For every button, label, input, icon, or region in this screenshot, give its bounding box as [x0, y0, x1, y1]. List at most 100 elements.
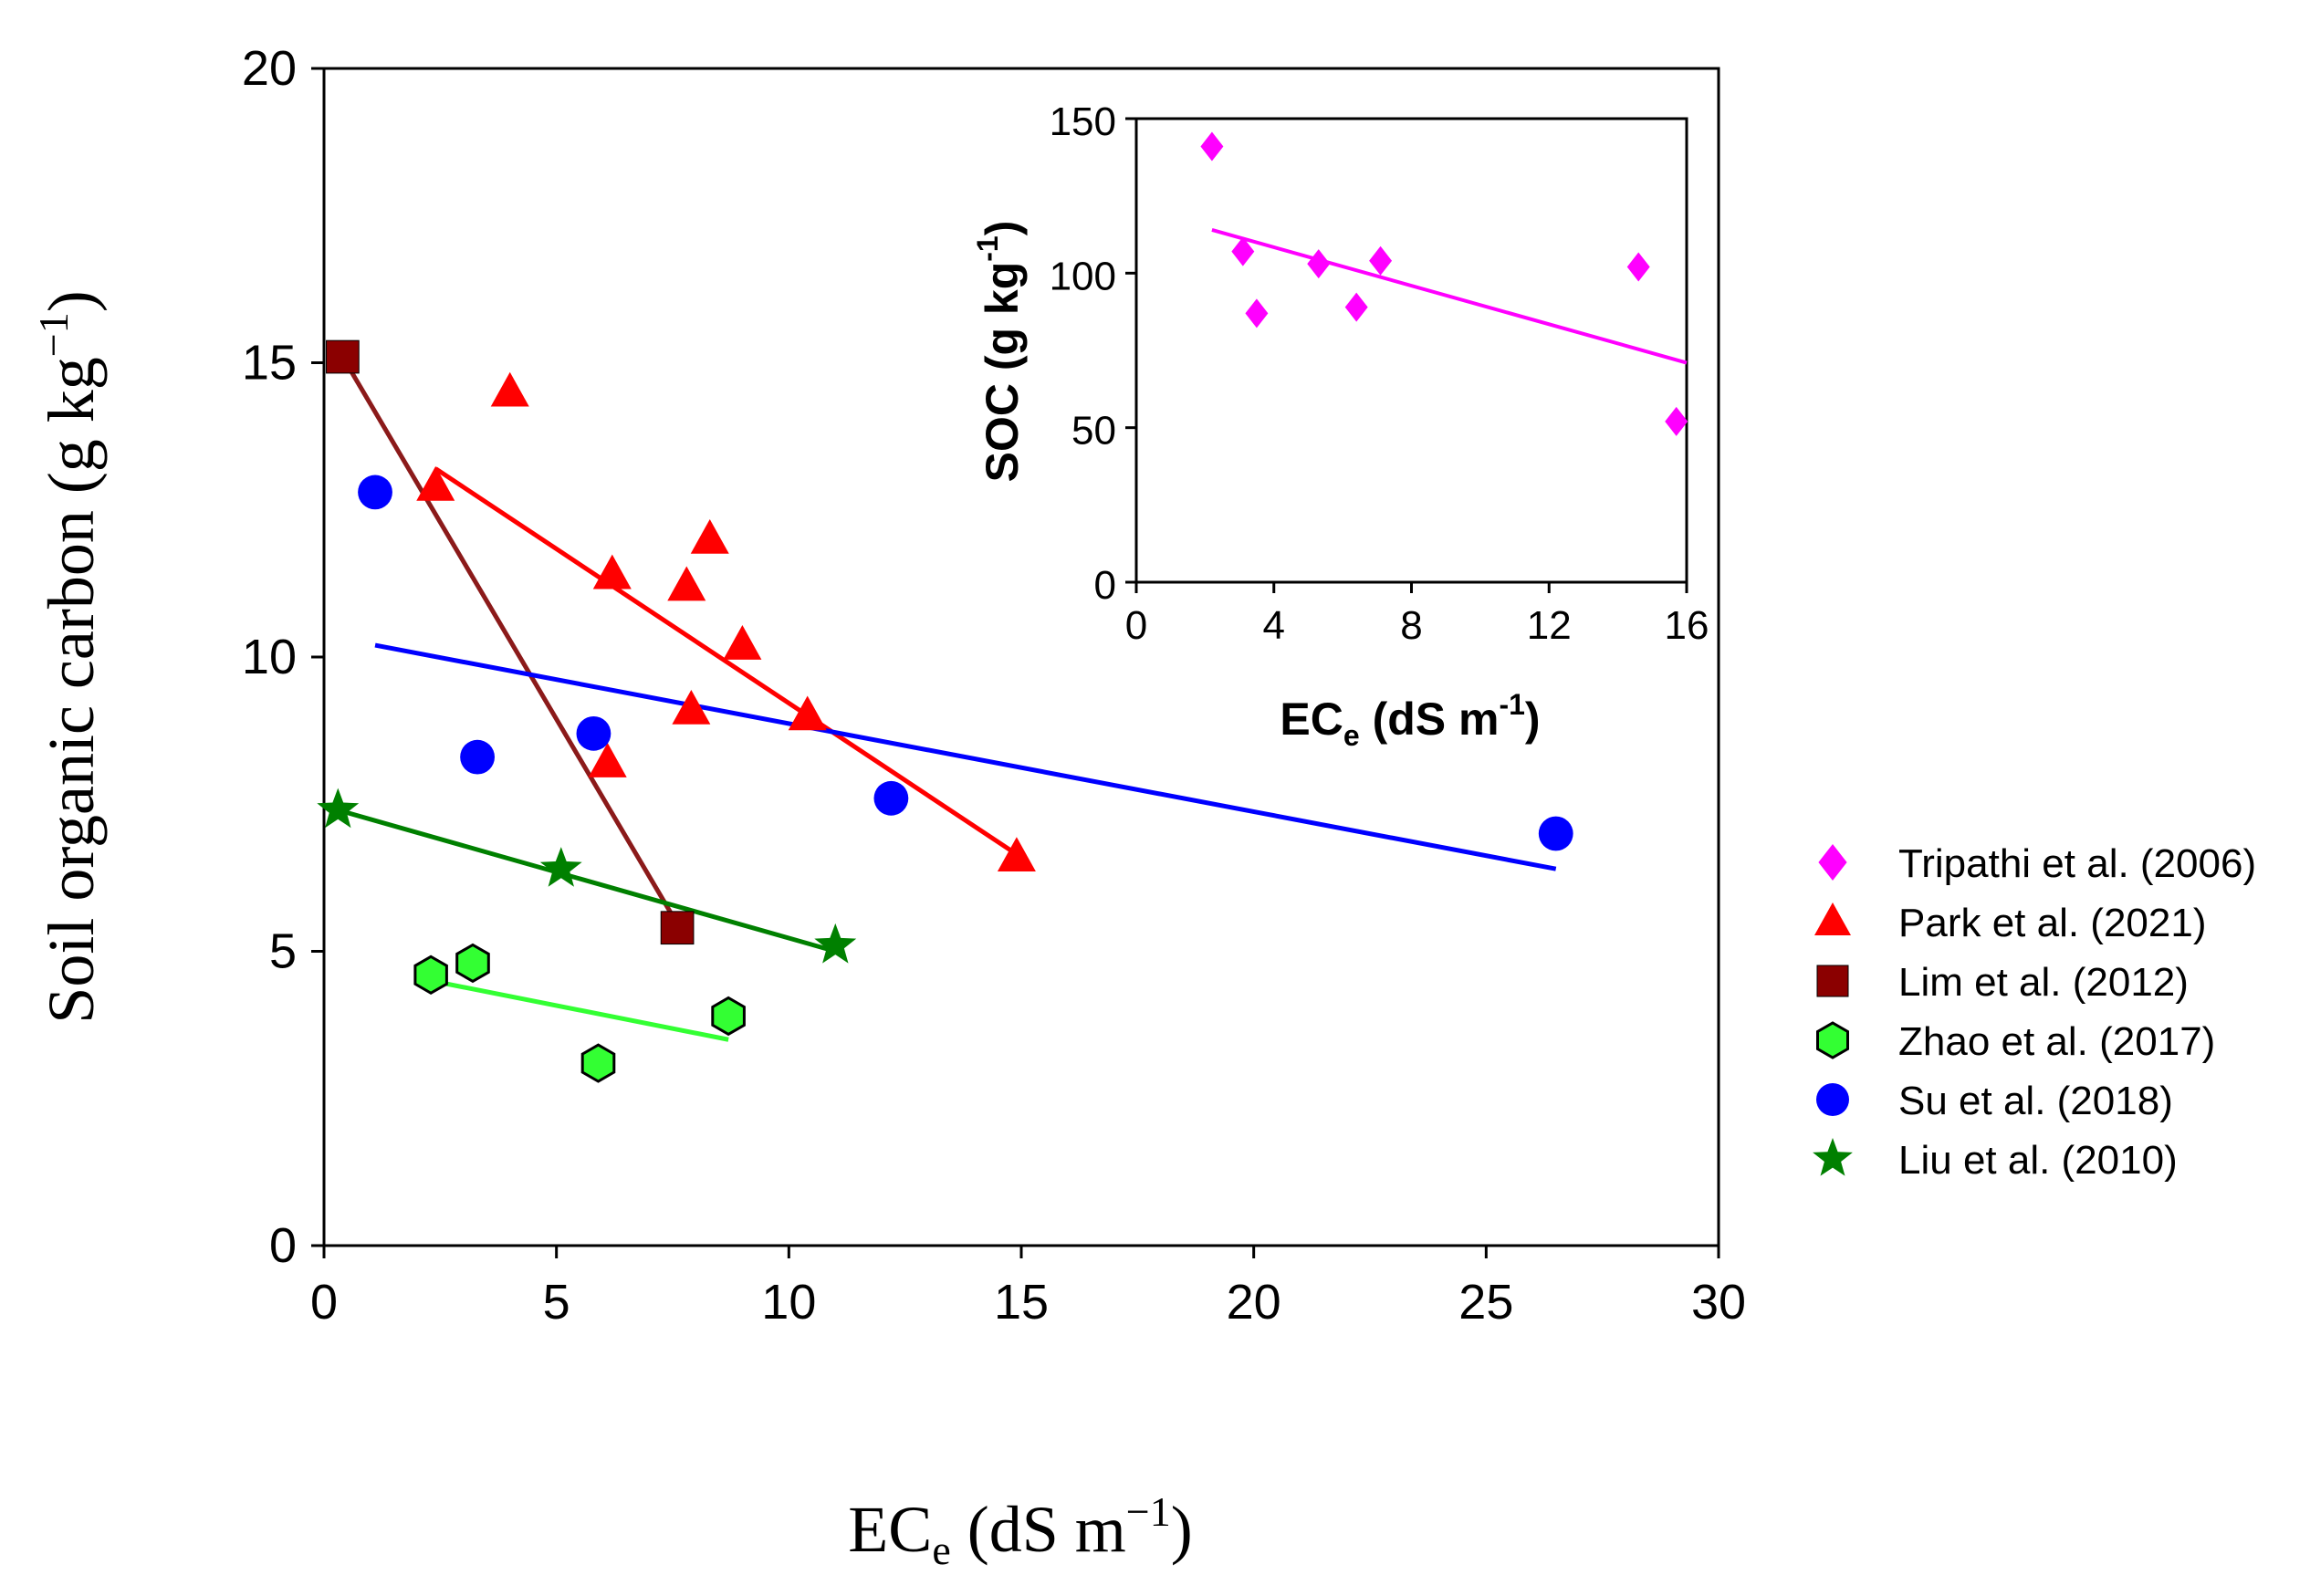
inset-x-axis-label: ECe (dS m-1) — [1280, 688, 1540, 752]
main-x-tick-label: 5 — [543, 1275, 570, 1330]
main-point-zhao — [413, 954, 448, 996]
inset-x-axis-label-sup: -1 — [1499, 688, 1524, 721]
inset-x-tick-label: 0 — [1125, 603, 1147, 648]
main-point-lim — [326, 339, 360, 374]
inset-plot-frame — [1134, 117, 1688, 584]
inset-y-axis-label-end: ) — [977, 221, 1028, 236]
legend-item-liu: Liu et al. (2010) — [1813, 1138, 2178, 1183]
legend-marker-tripathi — [1818, 844, 1847, 881]
main-point-liu — [317, 788, 360, 829]
inset-y-tick-label: 100 — [1050, 254, 1116, 298]
inset-y-axis-label-sup: -1 — [971, 235, 1004, 261]
inset-x-tick-label: 8 — [1400, 603, 1422, 648]
inset-point-tripathi — [1307, 249, 1331, 279]
main-x-axis-label-sub: e — [932, 1527, 950, 1573]
inset-point-tripathi — [1344, 292, 1368, 322]
legend-label-zhao: Zhao et al. (2017) — [1898, 1019, 2215, 1064]
main-y-tick-label: 5 — [269, 924, 297, 979]
main-point-park — [667, 566, 706, 601]
legend-label-su: Su et al. (2018) — [1898, 1079, 2173, 1123]
inset-x-tick-label: 16 — [1665, 603, 1709, 648]
main-point-park — [672, 690, 711, 725]
main-point-zhao — [580, 1043, 616, 1083]
main-y-tick-label: 15 — [242, 336, 297, 391]
legend-item-tripathi: Tripathi et al. (2006) — [1818, 841, 2256, 886]
main-point-lim — [660, 911, 695, 945]
legend-label-park: Park et al. (2021) — [1898, 901, 2207, 945]
main-point-su — [576, 715, 611, 751]
main-point-park — [588, 743, 627, 777]
main-point-su — [460, 739, 495, 775]
legend-label-tripathi: Tripathi et al. (2006) — [1898, 841, 2256, 886]
main-axis-ticks: 0 5 10 15 20 25 30 0 5 10 15 20 — [242, 41, 1746, 1330]
inset-y-tick-label: 50 — [1071, 409, 1116, 454]
legend-label-lim: Lim et al. (2012) — [1898, 960, 2189, 1005]
inset-point-tripathi — [1665, 406, 1688, 436]
main-y-tick-label: 20 — [242, 41, 297, 96]
main-point-liu — [539, 847, 582, 887]
inset-point-tripathi — [1200, 131, 1224, 162]
inset-x-tick-label: 4 — [1263, 603, 1285, 648]
main-x-axis-label-main: EC — [848, 1493, 932, 1566]
legend-item-lim: Lim et al. (2012) — [1816, 960, 2189, 1005]
inset-point-tripathi — [1231, 236, 1255, 266]
main-y-tick-label: 0 — [269, 1218, 297, 1273]
main-plot-frame — [322, 67, 1720, 1247]
inset-point-tripathi — [1245, 298, 1269, 329]
inset-x-axis-label-sub: e — [1343, 719, 1360, 752]
main-point-park — [490, 371, 529, 407]
inset-x-axis-label-tail: (dS m — [1360, 694, 1500, 745]
inset-fit-lines — [1211, 227, 1688, 365]
main-point-park — [416, 465, 455, 501]
legend-label-liu: Liu et al. (2010) — [1898, 1138, 2178, 1183]
main-point-park — [788, 695, 827, 731]
main-x-tick-label: 0 — [310, 1275, 338, 1330]
inset-y-tick-label: 0 — [1094, 563, 1116, 608]
legend-item-su: Su et al. (2018) — [1816, 1079, 2173, 1123]
main-fit-line-liu — [337, 808, 836, 954]
main-x-tick-label: 25 — [1458, 1275, 1513, 1330]
inset-y-axis-label-main: SOC (g kg — [977, 262, 1028, 483]
main-y-axis-label-main: Soil organic carbon (g kg — [35, 357, 108, 1024]
main-y-axis-label-end: ) — [35, 290, 108, 312]
main-x-tick-label: 30 — [1691, 1275, 1746, 1330]
main-point-liu — [814, 923, 857, 964]
main-x-tick-label: 10 — [761, 1275, 816, 1330]
inset-x-axis-label-end: ) — [1525, 694, 1541, 745]
main-x-axis-label-end: ) — [1171, 1493, 1193, 1566]
inset-y-tick-label: 150 — [1050, 99, 1116, 144]
inset-axis-ticks: 0 4 8 12 16 0 50 100 150 — [1050, 99, 1709, 648]
legend-marker-zhao — [1816, 1021, 1849, 1059]
main-point-su — [873, 780, 909, 816]
legend-marker-liu — [1813, 1138, 1853, 1176]
legend-marker-su — [1816, 1083, 1849, 1116]
main-data-points — [317, 339, 1573, 1083]
main-x-axis-label-sup: −1 — [1126, 1488, 1171, 1535]
legend-item-park: Park et al. (2021) — [1814, 901, 2207, 945]
main-y-axis-label-sup: −1 — [30, 312, 77, 357]
main-point-su — [358, 475, 392, 510]
inset-x-tick-label: 12 — [1527, 603, 1572, 648]
main-y-axis-label: Soil organic carbon (g kg−1) — [30, 290, 108, 1023]
inset-point-tripathi — [1626, 252, 1650, 282]
main-fit-lines — [337, 355, 1557, 1042]
inset-data-points — [1200, 131, 1688, 436]
main-y-tick-label: 10 — [242, 630, 297, 684]
inset-y-axis-label: SOC (g kg-1) — [971, 221, 1028, 483]
main-x-axis-label-tail: (dS m — [951, 1493, 1126, 1566]
legend: Tripathi et al. (2006) Park et al. (2021)… — [1813, 841, 2256, 1183]
main-point-park — [723, 625, 762, 660]
inset-point-tripathi — [1369, 245, 1393, 276]
legend-item-zhao: Zhao et al. (2017) — [1816, 1019, 2215, 1064]
main-point-su — [1538, 816, 1573, 851]
main-x-tick-label: 20 — [1227, 1275, 1281, 1330]
main-x-tick-label: 15 — [994, 1275, 1049, 1330]
legend-marker-lim — [1816, 965, 1849, 997]
main-point-park — [997, 837, 1036, 872]
main-fit-line-lim — [340, 355, 675, 918]
main-x-axis-label: ECe (dS m−1) — [848, 1488, 1192, 1573]
main-fit-line-park — [434, 466, 1014, 853]
legend-marker-park — [1814, 902, 1851, 935]
main-point-park — [592, 554, 632, 589]
inset-x-axis-label-main: EC — [1280, 694, 1343, 745]
